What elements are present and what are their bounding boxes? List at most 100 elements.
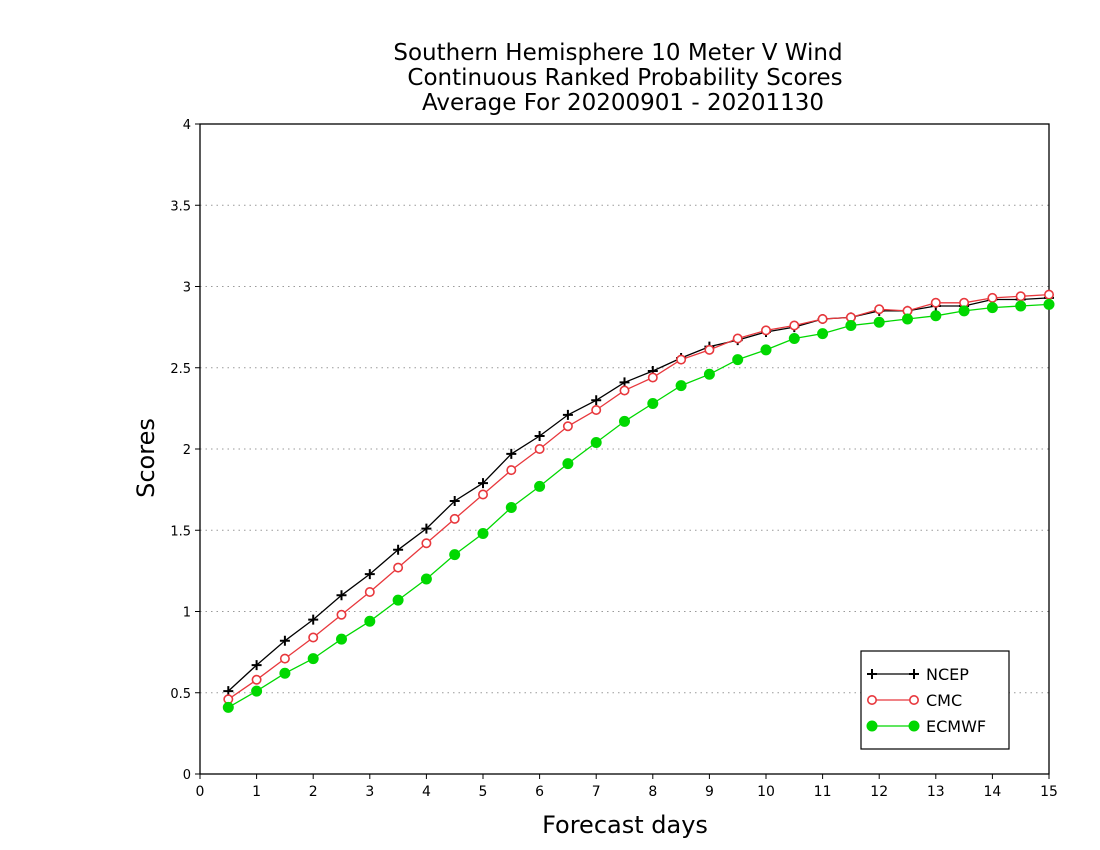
point-ecmwf-23 <box>873 316 885 328</box>
point-cmc-5 <box>364 586 375 597</box>
legend-marker-cmc-start <box>866 694 877 705</box>
chart-title-line-1: Southern Hemisphere 10 Meter V Wind <box>393 40 842 66</box>
point-cmc-2 <box>279 653 290 664</box>
x-tick-label-6: 6 <box>535 784 544 800</box>
y-tick-label-1: 0.5 <box>170 687 191 702</box>
chart-title: Southern Hemisphere 10 Meter V Wind Cont… <box>393 40 842 116</box>
point-ecmwf-8 <box>449 549 461 561</box>
point-cmc-7 <box>421 538 432 549</box>
point-ecmwf-18 <box>732 354 744 366</box>
point-cmc-23 <box>874 304 885 315</box>
point-ecmwf-16 <box>675 380 687 392</box>
x-tick-label-10: 10 <box>757 784 775 800</box>
x-tick-label-13: 13 <box>927 784 945 800</box>
point-cmc-15 <box>647 372 658 383</box>
point-ncep-9 <box>478 478 488 489</box>
point-cmc-28 <box>1015 291 1026 302</box>
point-ncep-7 <box>421 523 432 534</box>
y-axis-label: Scores <box>132 418 160 498</box>
point-ecmwf-5 <box>364 615 376 627</box>
x-tick-label-0: 0 <box>196 784 205 800</box>
point-cmc-21 <box>817 313 828 324</box>
point-ecmwf-22 <box>845 320 857 331</box>
point-ncep-4 <box>336 590 347 601</box>
point-cmc-20 <box>789 320 800 331</box>
point-cmc-16 <box>676 354 687 365</box>
point-ecmwf-1 <box>251 685 263 697</box>
y-tick-label-0: 0 <box>183 768 191 783</box>
point-cmc-19 <box>760 325 771 336</box>
point-ncep-12 <box>562 409 573 420</box>
y-tick-label-5: 2.5 <box>170 362 191 377</box>
legend-entry-ecmwf: ECMWF <box>866 717 986 736</box>
point-ecmwf-6 <box>392 594 404 606</box>
point-ecmwf-15 <box>647 398 659 409</box>
point-cmc-6 <box>393 562 404 573</box>
point-cmc-8 <box>449 513 460 524</box>
point-ncep-10 <box>506 448 517 459</box>
point-ecmwf-21 <box>817 328 829 340</box>
y-tick-label-6: 3 <box>183 281 191 296</box>
x-tick-label-1: 1 <box>252 784 261 800</box>
point-cmc-17 <box>704 344 715 355</box>
point-ecmwf-12 <box>562 458 574 470</box>
x-tick-label-14: 14 <box>983 784 1001 800</box>
legend-entry-ncep: NCEP <box>867 665 969 684</box>
point-cmc-3 <box>308 632 319 643</box>
legend-marker-ecmwf-start <box>866 720 878 732</box>
legend-label-cmc: CMC <box>926 691 962 710</box>
point-ecmwf-14 <box>619 415 630 427</box>
y-tick-label-3: 1.5 <box>170 524 191 539</box>
point-ecmwf-2 <box>279 667 291 679</box>
point-ecmwf-4 <box>336 633 347 645</box>
point-cmc-27 <box>987 292 998 303</box>
point-cmc-4 <box>336 609 347 620</box>
point-cmc-10 <box>506 465 517 476</box>
x-tick-label-9: 9 <box>705 784 714 800</box>
point-ncep-3 <box>308 614 319 625</box>
x-tick-label-3: 3 <box>365 784 374 800</box>
chart-title-line-3: Average For 20200901 - 20201130 <box>422 90 824 116</box>
point-ecmwf-7 <box>420 573 432 585</box>
point-ecmwf-25 <box>930 310 942 322</box>
point-cmc-18 <box>732 333 743 344</box>
y-tick-label-4: 2 <box>183 443 191 458</box>
point-cmc-11 <box>534 443 545 454</box>
point-ecmwf-10 <box>505 502 517 513</box>
point-ncep-13 <box>591 395 602 406</box>
point-ecmwf-11 <box>534 480 546 492</box>
x-tick-label-15: 15 <box>1040 784 1058 800</box>
point-ncep-8 <box>449 496 460 506</box>
legend-marker-ncep-start <box>867 669 877 679</box>
legend-entry-cmc: CMC <box>866 691 962 710</box>
point-ecmwf-27 <box>986 302 998 314</box>
point-ncep-11 <box>534 431 545 441</box>
point-ncep-6 <box>393 544 404 555</box>
gridlines <box>200 204 1049 694</box>
point-ecmwf-26 <box>958 305 970 317</box>
legend-label-ecmwf: ECMWF <box>926 717 986 736</box>
series-ecmwf <box>222 298 1055 713</box>
x-tick-label-7: 7 <box>592 784 601 800</box>
point-ecmwf-3 <box>307 653 319 665</box>
point-ecmwf-20 <box>788 333 800 344</box>
point-cmc-29 <box>1044 289 1055 300</box>
point-ecmwf-13 <box>590 437 602 448</box>
x-tick-label-12: 12 <box>870 784 888 800</box>
legend-marker-ecmwf-end <box>908 720 920 732</box>
point-cmc-25 <box>930 297 941 308</box>
legend-marker-ncep-end <box>909 669 919 679</box>
point-ecmwf-29 <box>1043 298 1055 310</box>
y-tick-label-8: 4 <box>183 118 191 133</box>
legend: NCEP CMC ECMWF <box>860 650 1010 750</box>
x-axis-label: Forecast days <box>542 811 708 839</box>
y-tick-label-7: 3.5 <box>170 199 191 214</box>
point-ecmwf-9 <box>477 528 489 539</box>
axes: 00.511.522.533.540 1 2 3 4 5 6 7 8 9 10 11 12 13 14 15 <box>170 118 1058 800</box>
point-ncep-2 <box>279 635 290 646</box>
point-cmc-1 <box>251 674 262 685</box>
point-ecmwf-17 <box>703 368 715 380</box>
x-tick-label-2: 2 <box>309 784 318 800</box>
series-cmc <box>223 289 1055 705</box>
